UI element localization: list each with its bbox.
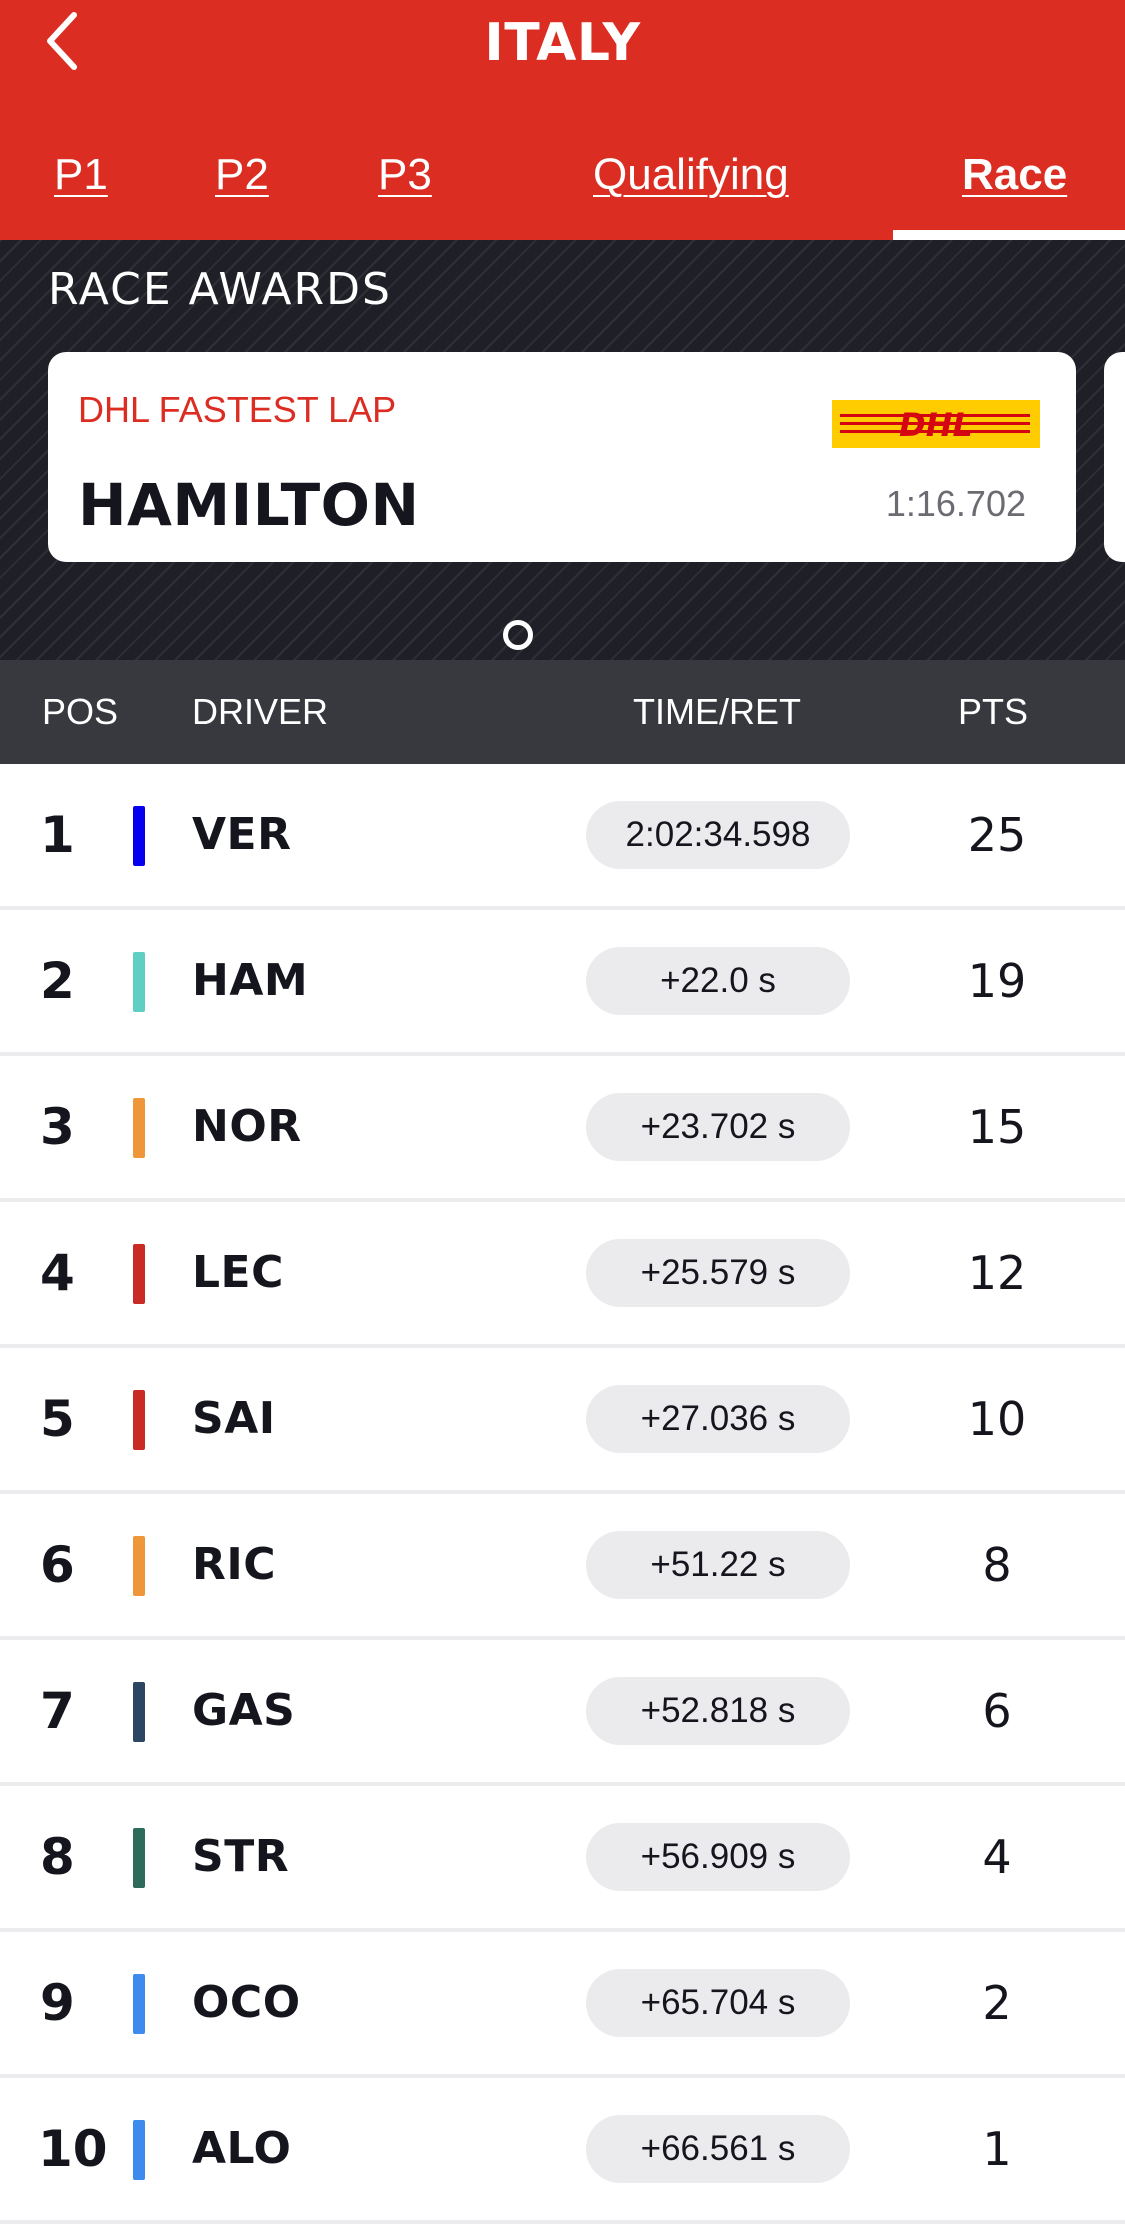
driver-code: HAM (192, 955, 309, 1006)
fastest-lap-card[interactable]: DHL FASTEST LAP HAMILTON DHL 1:16.702 (48, 352, 1076, 562)
tab-p3[interactable]: P3 (378, 150, 432, 199)
driver-code: GAS (192, 1685, 296, 1736)
position: 5 (40, 1390, 75, 1448)
position: 2 (40, 952, 75, 1010)
race-time: +22.0 s (586, 947, 850, 1015)
dhl-logo: DHL (832, 400, 1040, 448)
table-row[interactable]: 3 NOR +23.702 s 15 (0, 1056, 1125, 1202)
points: 15 (967, 1100, 1027, 1154)
table-row[interactable]: 9 OCO +65.704 s 2 (0, 1932, 1125, 2078)
svg-text:DHL: DHL (899, 406, 973, 444)
team-color-bar (133, 952, 145, 1012)
page-title: ITALY (484, 13, 641, 73)
back-button[interactable] (38, 8, 86, 74)
driver-code: VER (192, 809, 292, 860)
driver-code: RIC (192, 1539, 277, 1590)
race-time: +51.22 s (586, 1531, 850, 1599)
race-time: +52.818 s (586, 1677, 850, 1745)
table-row[interactable]: 10 ALO +66.561 s 1 (0, 2078, 1125, 2224)
team-color-bar (133, 1536, 145, 1596)
tab-p1[interactable]: P1 (54, 150, 108, 199)
driver-code: SAI (192, 1393, 276, 1444)
tab-qualifying[interactable]: Qualifying (593, 150, 789, 199)
driver-code: STR (192, 1831, 290, 1882)
race-time: +27.036 s (586, 1385, 850, 1453)
points: 4 (982, 1830, 1012, 1884)
position: 1 (40, 806, 75, 864)
race-time: +56.909 s (586, 1823, 850, 1891)
session-tabs: P1 P2 P3 Qualifying Race (0, 140, 1125, 240)
table-row[interactable]: 2 HAM +22.0 s 19 (0, 910, 1125, 1056)
award-label: DHL FASTEST LAP (78, 389, 397, 430)
position: 6 (40, 1536, 75, 1594)
award-lap-time: 1:16.702 (885, 483, 1026, 524)
app-header: ITALY P1 P2 P3 Qualifying Race (0, 0, 1125, 240)
results-table-header: POS DRIVER TIME/RET PTS (0, 660, 1125, 764)
table-row[interactable]: 8 STR +56.909 s 4 (0, 1786, 1125, 1932)
team-color-bar (133, 2120, 145, 2180)
chevron-left-icon (47, 12, 77, 70)
table-row[interactable]: 4 LEC +25.579 s 12 (0, 1202, 1125, 1348)
awards-title: RACE AWARDS (48, 264, 392, 315)
position: 8 (40, 1828, 75, 1886)
team-color-bar (133, 806, 145, 866)
points: 19 (967, 954, 1027, 1008)
points: 1 (982, 2122, 1012, 2176)
table-row[interactable]: 1 VER 2:02:34.598 25 (0, 764, 1125, 910)
header-driver: DRIVER (192, 691, 329, 732)
header-pts: PTS (958, 691, 1029, 732)
position: 10 (38, 2120, 108, 2178)
position: 7 (40, 1682, 75, 1740)
tab-p2[interactable]: P2 (215, 150, 269, 199)
points: 10 (967, 1392, 1027, 1446)
team-color-bar (133, 1682, 145, 1742)
points: 12 (967, 1246, 1027, 1300)
driver-code: OCO (192, 1977, 301, 2028)
table-row[interactable]: 7 GAS +52.818 s 6 (0, 1640, 1125, 1786)
race-time: +25.579 s (586, 1239, 850, 1307)
points: 8 (982, 1538, 1012, 1592)
carousel-page-indicator (503, 620, 533, 650)
race-awards-section: RACE AWARDS DHL FASTEST LAP HAMILTON DHL… (0, 240, 1125, 660)
team-color-bar (133, 1244, 145, 1304)
team-color-bar (133, 1828, 145, 1888)
next-award-card[interactable] (1104, 352, 1125, 562)
driver-code: NOR (192, 1101, 302, 1152)
points: 6 (982, 1684, 1012, 1738)
table-row[interactable]: 6 RIC +51.22 s 8 (0, 1494, 1125, 1640)
results-list: 1 VER 2:02:34.598 25 2 HAM +22.0 s 19 3 … (0, 764, 1125, 2224)
points: 25 (967, 808, 1027, 862)
header-time: TIME/RET (633, 691, 801, 732)
header-pos: POS (42, 691, 119, 732)
active-tab-indicator (893, 230, 1125, 240)
table-row[interactable]: 5 SAI +27.036 s 10 (0, 1348, 1125, 1494)
race-time: +23.702 s (586, 1093, 850, 1161)
position: 3 (40, 1098, 75, 1156)
race-time: +65.704 s (586, 1969, 850, 2037)
award-driver-name: HAMILTON (78, 471, 420, 539)
team-color-bar (133, 1974, 145, 2034)
driver-code: ALO (192, 2123, 292, 2174)
race-time: 2:02:34.598 (586, 801, 850, 869)
tab-race[interactable]: Race (962, 150, 1068, 199)
team-color-bar (133, 1390, 145, 1450)
points: 2 (982, 1976, 1012, 2030)
race-time: +66.561 s (586, 2115, 850, 2183)
position: 9 (40, 1974, 75, 2032)
team-color-bar (133, 1098, 145, 1158)
driver-code: LEC (192, 1247, 284, 1298)
position: 4 (40, 1244, 75, 1302)
